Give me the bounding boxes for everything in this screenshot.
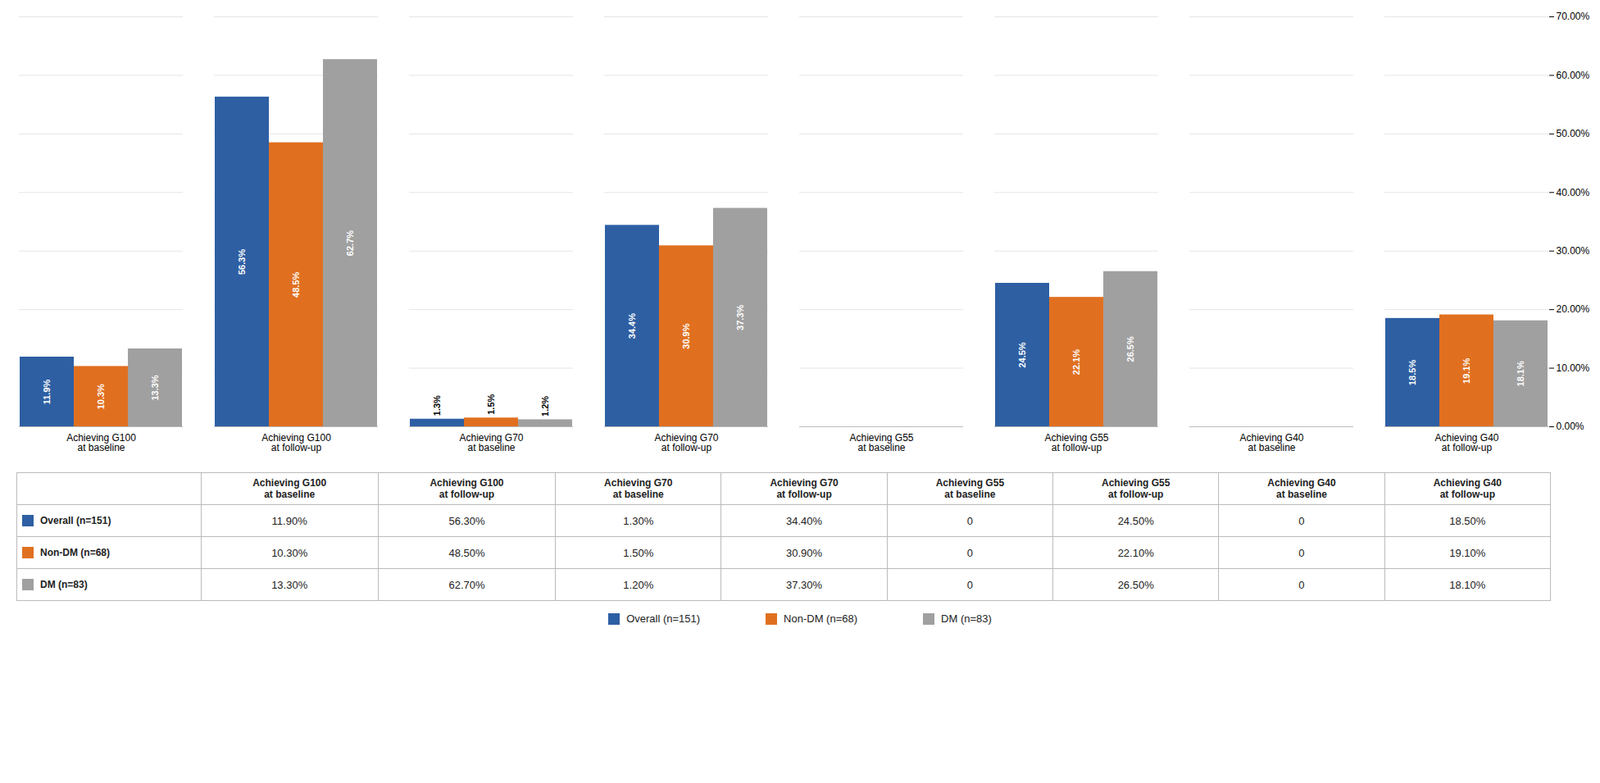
html-text:22.10%: 22.10% xyxy=(1117,546,1154,559)
html-text:30.90%: 30.90% xyxy=(786,546,823,559)
html-text:DM (n=83): DM (n=83) xyxy=(941,612,992,625)
svg-text:18.1%: 18.1% xyxy=(1515,360,1526,387)
svg-text:26.5%: 26.5% xyxy=(1125,336,1136,362)
html-text:0: 0 xyxy=(967,546,973,559)
svg-text:Achieving G40at follow-up: Achieving G40at follow-up xyxy=(1434,431,1499,454)
svg-text:62.7%: 62.7% xyxy=(345,230,355,256)
html-text:Achieving G40 at follow-up: Achieving G40 at follow-up xyxy=(1433,477,1502,500)
html-text:26.50%: 26.50% xyxy=(1117,578,1154,591)
svg-text:19.1%: 19.1% xyxy=(1461,357,1472,383)
html-text:37.30%: 37.30% xyxy=(786,578,823,591)
svg-text:37.3%: 37.3% xyxy=(735,304,746,330)
html-text:Achieving G55 at follow-up: Achieving G55 at follow-up xyxy=(1101,477,1170,500)
svg-text:Achieving G70at baseline: Achieving G70at baseline xyxy=(459,431,523,454)
svg-text:30.00%: 30.00% xyxy=(1556,245,1591,257)
html-text:18.10%: 18.10% xyxy=(1449,578,1486,591)
svg-text:0.00%: 0.00% xyxy=(1556,420,1585,432)
html-text:Achieving G100 at baseline: Achieving G100 at baseline xyxy=(252,477,327,500)
svg-text:34.4%: 34.4% xyxy=(627,313,637,339)
html-text:24.50%: 24.50% xyxy=(1117,514,1154,527)
svg-text:20.00%: 20.00% xyxy=(1556,303,1591,315)
html-text:0: 0 xyxy=(1298,546,1305,559)
svg-text:11.9%: 11.9% xyxy=(41,378,52,405)
html-text:19.10%: 19.10% xyxy=(1449,546,1486,559)
svg-text:56.3%: 56.3% xyxy=(236,249,247,275)
html-text:DM (n=83): DM (n=83) xyxy=(40,578,88,590)
html-text:56.30%: 56.30% xyxy=(448,514,485,527)
html-text:18.50%: 18.50% xyxy=(1449,514,1486,527)
html-text:11.90%: 11.90% xyxy=(271,514,308,527)
svg-text:50.00%: 50.00% xyxy=(1556,127,1591,140)
svg-text:Achieving G100at follow-up: Achieving G100at follow-up xyxy=(261,431,332,454)
svg-text:Achieving G55at baseline: Achieving G55at baseline xyxy=(849,431,914,454)
svg-text:1.3%: 1.3% xyxy=(431,395,442,416)
html-text:Overall (n=151): Overall (n=151) xyxy=(40,514,111,526)
svg-text:60.00%: 60.00% xyxy=(1556,69,1591,82)
svg-text:Achieving G55at follow-up: Achieving G55at follow-up xyxy=(1044,431,1109,454)
html-text:Overall (n=151): Overall (n=151) xyxy=(626,612,701,625)
html-text:1.30%: 1.30% xyxy=(623,514,654,527)
svg-text:1.5%: 1.5% xyxy=(486,393,496,414)
svg-text:Achieving G40at baseline: Achieving G40at baseline xyxy=(1239,431,1304,454)
svg-text:24.5%: 24.5% xyxy=(1017,341,1028,368)
html-text:Non-DM (n=68): Non-DM (n=68) xyxy=(40,546,110,558)
html-text:0: 0 xyxy=(967,578,973,591)
svg-text:18.5%: 18.5% xyxy=(1407,359,1418,386)
svg-text:13.3%: 13.3% xyxy=(150,374,160,400)
html-text:0: 0 xyxy=(1298,514,1305,527)
html-text:34.40%: 34.40% xyxy=(786,514,823,527)
html-text:Achieving G70 at follow-up: Achieving G70 at follow-up xyxy=(770,477,839,500)
html-text:1.50%: 1.50% xyxy=(623,546,654,559)
html-text:48.50%: 48.50% xyxy=(448,546,485,559)
svg-text:1.2%: 1.2% xyxy=(540,395,550,417)
html-text:Achieving G55 at baseline: Achieving G55 at baseline xyxy=(935,477,1005,500)
html-text:0: 0 xyxy=(1298,578,1305,591)
html-text:1.20%: 1.20% xyxy=(623,578,654,591)
html-text:13.30%: 13.30% xyxy=(271,578,308,591)
svg-text:10.3%: 10.3% xyxy=(95,383,106,410)
svg-text:22.1%: 22.1% xyxy=(1071,349,1082,375)
svg-text:30.9%: 30.9% xyxy=(681,322,691,349)
html-text:Achieving G70 at baseline: Achieving G70 at baseline xyxy=(604,477,673,500)
svg-text:Achieving G70at follow-up: Achieving G70at follow-up xyxy=(654,431,719,454)
html-text:0: 0 xyxy=(967,514,973,527)
html-text:62.70%: 62.70% xyxy=(448,578,485,591)
html-text:Achieving G100 at follow-up: Achieving G100 at follow-up xyxy=(429,477,504,500)
svg-text:48.5%: 48.5% xyxy=(290,271,301,297)
svg-text:Achieving G100at baseline: Achieving G100at baseline xyxy=(66,431,137,454)
html-text:Non-DM (n=68): Non-DM (n=68) xyxy=(783,612,858,625)
html-text:10.30%: 10.30% xyxy=(271,546,308,559)
svg-text:10.00%: 10.00% xyxy=(1556,362,1591,374)
html-text:Achieving G40 at baseline: Achieving G40 at baseline xyxy=(1267,477,1336,500)
svg-text:70.00%: 70.00% xyxy=(1556,10,1591,23)
svg-text:40.00%: 40.00% xyxy=(1556,186,1591,199)
